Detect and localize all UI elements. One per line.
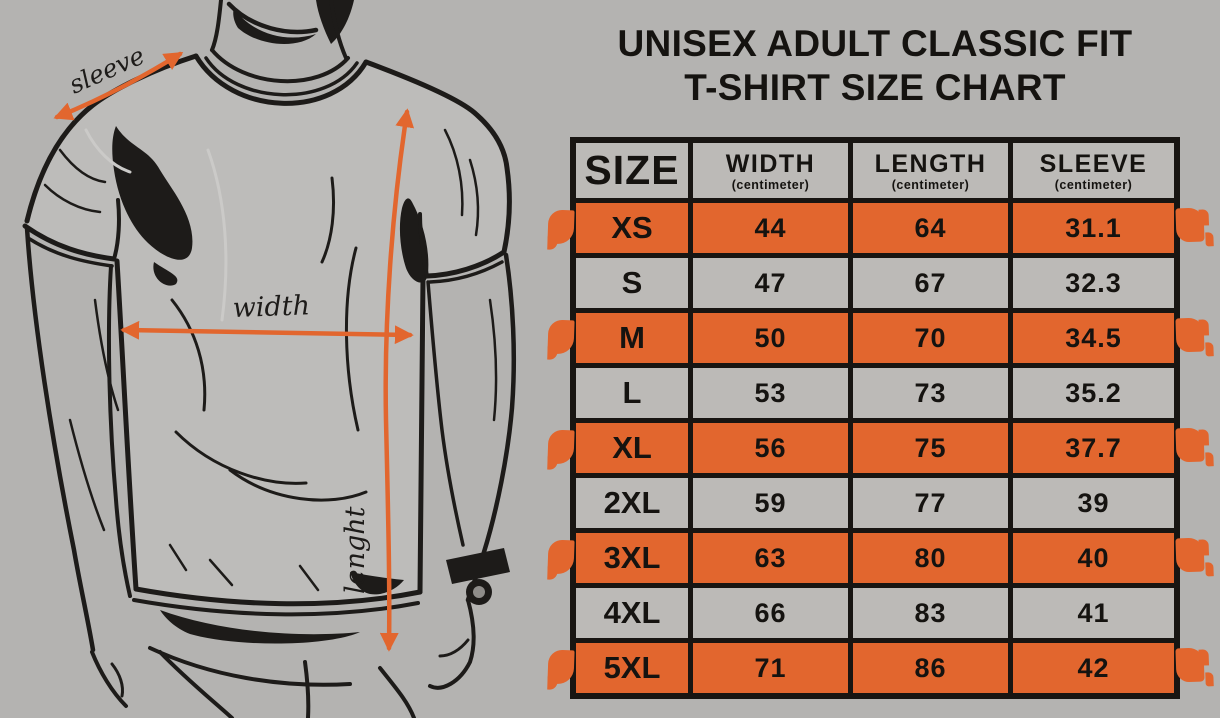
- header-width: WIDTH (centimeter): [693, 143, 848, 198]
- size-cell: M: [576, 313, 688, 363]
- sleeve-cell: 39: [1013, 478, 1174, 528]
- length-cell: 86: [853, 643, 1008, 693]
- size-cell: 3XL: [576, 533, 688, 583]
- table-row-xl: XL 56 75 37.7: [576, 423, 1174, 473]
- size-cell: XS: [576, 203, 688, 253]
- size-cell: XL: [576, 423, 688, 473]
- length-arrow: [379, 108, 415, 652]
- length-cell: 73: [853, 368, 1008, 418]
- table-row-3xl: 3XL 63 80 40: [576, 533, 1174, 583]
- length-cell: 67: [853, 258, 1008, 308]
- table-row-4xl: 4XL 66 83 41: [576, 588, 1174, 638]
- table-row-xs: XS 44 64 31.1: [576, 203, 1174, 253]
- length-cell: 80: [853, 533, 1008, 583]
- sleeve-cell: 31.1: [1013, 203, 1174, 253]
- sleeve-cell: 42: [1013, 643, 1174, 693]
- sleeve-cell: 37.7: [1013, 423, 1174, 473]
- width-cell: 53: [693, 368, 848, 418]
- size-cell: 4XL: [576, 588, 688, 638]
- table-row-2xl: 2XL 59 77 39: [576, 478, 1174, 528]
- table-row-l: L 53 73 35.2: [576, 368, 1174, 418]
- length-cell: 75: [853, 423, 1008, 473]
- measurement-arrows: [53, 51, 415, 652]
- length-cell: 83: [853, 588, 1008, 638]
- tshirt-line-art: [22, 0, 517, 718]
- length-cell: 70: [853, 313, 1008, 363]
- sleeve-cell: 40: [1013, 533, 1174, 583]
- size-cell: 2XL: [576, 478, 688, 528]
- title-line-2: T-SHIRT SIZE CHART: [684, 67, 1066, 109]
- size-cell: 5XL: [576, 643, 688, 693]
- header-row: SIZE WIDTH (centimeter) LENGTH (centimet…: [576, 143, 1174, 198]
- width-cell: 47: [693, 258, 848, 308]
- table-row-m: M 50 70 34.5: [576, 313, 1174, 363]
- title-line-1: UNISEX ADULT CLASSIC FIT: [617, 23, 1133, 64]
- width-arrow: [120, 320, 414, 345]
- page-title: UNISEX ADULT CLASSIC FIT T-SHIRT SIZE CH…: [563, 22, 1187, 111]
- width-cell: 59: [693, 478, 848, 528]
- sleeve-cell: 35.2: [1013, 368, 1174, 418]
- width-cell: 66: [693, 588, 848, 638]
- size-cell: S: [576, 258, 688, 308]
- header-sleeve: SLEEVE (centimeter): [1013, 143, 1174, 198]
- width-cell: 44: [693, 203, 848, 253]
- width-cell: 63: [693, 533, 848, 583]
- length-cell: 64: [853, 203, 1008, 253]
- table-row-s: S 47 67 32.3: [576, 258, 1174, 308]
- watch-band: [446, 548, 510, 584]
- sleeve-cell: 32.3: [1013, 258, 1174, 308]
- header-length: LENGTH (centimeter): [853, 143, 1008, 198]
- sleeve-cell: 34.5: [1013, 313, 1174, 363]
- width-cell: 71: [693, 643, 848, 693]
- width-cell: 50: [693, 313, 848, 363]
- table-row-5xl: 5XL 71 86 42: [576, 643, 1174, 693]
- header-size: SIZE: [576, 143, 688, 198]
- length-label: lenght: [340, 506, 371, 594]
- size-cell: L: [576, 368, 688, 418]
- length-cell: 77: [853, 478, 1008, 528]
- sleeve-arrow: [53, 51, 184, 121]
- size-chart-table: SIZE WIDTH (centimeter) LENGTH (centimet…: [570, 137, 1180, 699]
- width-label: width: [232, 290, 310, 324]
- width-cell: 56: [693, 423, 848, 473]
- tshirt-measurement-illustration: sleeve width lenght: [22, 0, 517, 718]
- sleeve-cell: 41: [1013, 588, 1174, 638]
